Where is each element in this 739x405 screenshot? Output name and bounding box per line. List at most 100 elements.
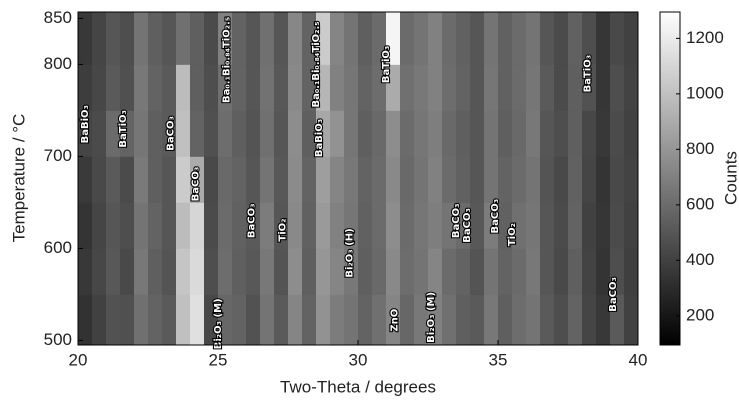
heat-cell xyxy=(540,202,555,249)
heat-cell xyxy=(204,12,219,65)
heat-cell xyxy=(344,156,359,203)
heat-cell xyxy=(288,156,303,203)
heat-cell xyxy=(456,12,471,65)
heat-cell xyxy=(624,110,639,157)
x-axis-label: Two-Theta / degrees xyxy=(280,377,436,396)
heat-cell xyxy=(400,12,415,65)
heat-cell xyxy=(568,202,583,249)
heat-cell xyxy=(358,202,373,249)
heat-cell xyxy=(218,294,233,346)
heat-cell xyxy=(624,202,639,249)
heat-cell xyxy=(470,64,485,111)
heat-cell xyxy=(120,202,135,249)
heat-cell xyxy=(386,248,401,295)
heat-cell xyxy=(428,64,443,111)
x-tick-label: 25 xyxy=(209,350,228,369)
colorbar-tick-label: 1200 xyxy=(686,28,724,47)
heat-cell xyxy=(78,248,93,295)
heat-cell xyxy=(92,12,107,65)
phase-label: BaCO₃ xyxy=(247,204,258,239)
heat-cell xyxy=(316,156,331,203)
heat-cell xyxy=(512,64,527,111)
heat-cell xyxy=(624,64,639,111)
heat-cell xyxy=(218,202,233,249)
heat-cell xyxy=(414,156,429,203)
heat-cell xyxy=(120,110,135,157)
heat-cell xyxy=(568,110,583,157)
heat-cell xyxy=(456,294,471,346)
heat-cell xyxy=(442,64,457,111)
heat-cell xyxy=(162,64,177,111)
heat-cell xyxy=(428,202,443,249)
heat-cell xyxy=(554,294,569,346)
colorbar-tick-label: 800 xyxy=(686,139,714,158)
phase-label: BaCO₃ xyxy=(608,277,619,312)
heat-cell xyxy=(372,12,387,65)
heat-cell xyxy=(400,110,415,157)
heat-cell xyxy=(526,248,541,295)
heat-cell xyxy=(554,12,569,65)
heat-cell xyxy=(442,248,457,295)
heat-cell xyxy=(568,156,583,203)
heat-cell xyxy=(344,294,359,346)
phase-label: BaCO₃ xyxy=(462,208,473,243)
heat-cell xyxy=(372,202,387,249)
heat-cell xyxy=(134,248,149,295)
heat-cell xyxy=(386,110,401,157)
phase-label: Ba₀.₁Bi₀.₈₄TiO₂.₅ xyxy=(311,21,322,107)
phase-label: BaTiO₃ xyxy=(381,46,392,84)
heat-cell xyxy=(330,294,345,346)
heat-cell xyxy=(246,12,261,65)
heat-cell xyxy=(358,110,373,157)
heat-cell xyxy=(190,64,205,111)
phase-label: TiO₂ xyxy=(507,223,518,246)
heat-cell xyxy=(414,248,429,295)
heat-cell xyxy=(134,202,149,249)
colorbar-tick-label: 1000 xyxy=(686,83,724,102)
heat-cell xyxy=(78,156,93,203)
heat-cell xyxy=(316,202,331,249)
heat-cell xyxy=(372,248,387,295)
heat-cell xyxy=(456,156,471,203)
heat-cell xyxy=(330,110,345,157)
heat-cell xyxy=(568,12,583,65)
heat-cell xyxy=(470,110,485,157)
heat-cell xyxy=(316,294,331,346)
heat-cell xyxy=(246,248,261,295)
heat-cell xyxy=(106,110,121,157)
heat-cell xyxy=(134,12,149,65)
heat-cell xyxy=(610,110,625,157)
heat-cell xyxy=(260,156,275,203)
heat-cell xyxy=(582,12,597,65)
heat-cell xyxy=(162,294,177,346)
heat-cell xyxy=(316,64,331,111)
heat-cell xyxy=(386,202,401,249)
phase-label: BaTiO₃ xyxy=(583,55,594,93)
heat-cell xyxy=(428,248,443,295)
heat-cell xyxy=(330,64,345,111)
heat-cell xyxy=(344,110,359,157)
heat-cell xyxy=(176,202,191,249)
heat-cell xyxy=(232,202,247,249)
heat-cell xyxy=(526,294,541,346)
phase-label: BaCO₃ xyxy=(165,116,176,151)
heat-cell xyxy=(512,110,527,157)
heat-cell xyxy=(246,64,261,111)
heat-cell xyxy=(302,64,317,111)
heat-cell xyxy=(330,156,345,203)
heat-cell xyxy=(540,156,555,203)
heat-cell xyxy=(316,248,331,295)
heat-cell xyxy=(190,156,205,203)
heat-cell xyxy=(302,248,317,295)
heat-cell xyxy=(302,12,317,65)
heat-cell xyxy=(442,156,457,203)
heat-cell xyxy=(148,294,163,346)
heat-cell xyxy=(78,12,93,65)
heat-cell xyxy=(120,12,135,65)
phase-label: Ba₀.₁Bi₀.₈₄TiO₂.₅ xyxy=(221,17,232,103)
heat-cell xyxy=(330,202,345,249)
heat-cell xyxy=(232,110,247,157)
heat-cell xyxy=(274,294,289,346)
x-tick-label: 30 xyxy=(349,350,368,369)
